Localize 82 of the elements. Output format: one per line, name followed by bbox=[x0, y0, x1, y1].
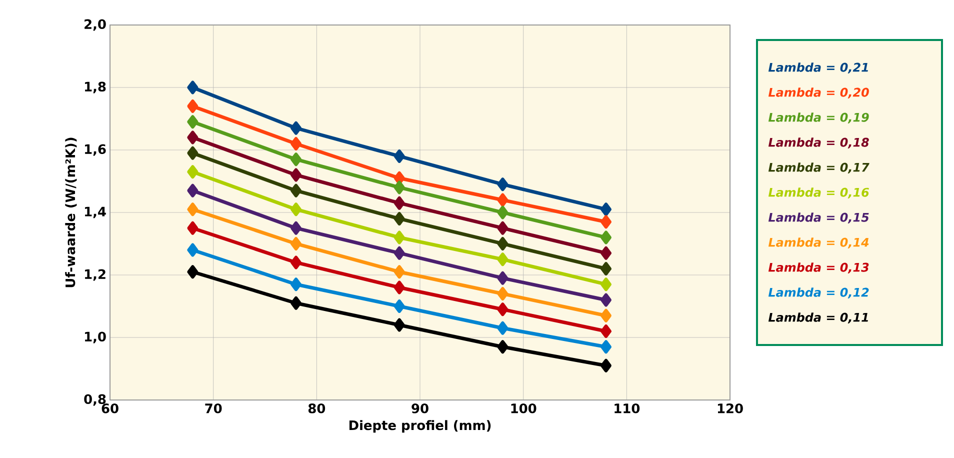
point bbox=[290, 184, 302, 198]
point bbox=[600, 324, 612, 338]
y-tick-label: 1,4 bbox=[85, 206, 106, 218]
point bbox=[290, 202, 302, 216]
point bbox=[497, 206, 508, 220]
point bbox=[600, 215, 612, 229]
y-tick-label: 1,6 bbox=[85, 144, 106, 156]
point bbox=[290, 256, 302, 270]
point bbox=[497, 252, 508, 266]
point bbox=[394, 212, 405, 226]
text: Lambda = 0,18 bbox=[768, 138, 869, 148]
x-tick-label: 60 bbox=[102, 404, 118, 414]
point bbox=[497, 193, 508, 207]
text: Lambda = 0,19 bbox=[768, 112, 869, 124]
point bbox=[497, 287, 508, 300]
point bbox=[187, 80, 198, 94]
x-tick-label: 120 bbox=[718, 404, 743, 414]
point bbox=[600, 358, 612, 372]
point bbox=[394, 280, 405, 294]
point bbox=[394, 265, 405, 279]
point bbox=[497, 178, 508, 192]
point bbox=[394, 300, 405, 313]
point bbox=[187, 184, 198, 198]
point bbox=[497, 340, 508, 354]
point bbox=[600, 308, 612, 322]
point bbox=[290, 221, 302, 235]
point bbox=[187, 265, 198, 279]
point bbox=[394, 180, 405, 194]
point bbox=[187, 221, 198, 235]
point bbox=[290, 237, 302, 250]
point bbox=[497, 321, 508, 335]
point bbox=[497, 237, 508, 250]
x-tick-label: 70 bbox=[205, 404, 222, 414]
point bbox=[290, 152, 302, 166]
point bbox=[394, 150, 405, 163]
text: Lambda = 0,21 bbox=[768, 62, 868, 74]
point bbox=[187, 100, 198, 113]
point bbox=[290, 121, 302, 135]
y-tick-label: 1,2 bbox=[85, 269, 106, 281]
x-tick-label: 100 bbox=[511, 404, 536, 414]
point bbox=[187, 115, 198, 129]
point bbox=[600, 262, 612, 276]
point bbox=[600, 293, 612, 307]
text: Lambda = 0,14 bbox=[768, 238, 869, 248]
point bbox=[394, 230, 405, 244]
point bbox=[497, 302, 508, 316]
point bbox=[600, 246, 612, 260]
point bbox=[600, 278, 612, 292]
text: Lambda = 0,11 bbox=[768, 312, 868, 324]
point bbox=[600, 340, 612, 354]
point bbox=[187, 243, 198, 257]
point bbox=[394, 246, 405, 260]
y-tick-label: 1,8 bbox=[85, 82, 106, 94]
point bbox=[187, 165, 198, 179]
point bbox=[600, 230, 612, 244]
text: Lambda = 0,16 bbox=[768, 188, 869, 198]
text: Lambda = 0,17 bbox=[768, 162, 870, 174]
point bbox=[394, 318, 405, 332]
point bbox=[187, 146, 198, 160]
point bbox=[290, 278, 302, 292]
point bbox=[290, 296, 302, 310]
point bbox=[600, 202, 612, 216]
text: Lambda = 0,13 bbox=[768, 262, 869, 274]
point bbox=[394, 171, 405, 185]
text: Lambda = 0,12 bbox=[768, 288, 869, 298]
point bbox=[187, 202, 198, 216]
x-tick-label: 80 bbox=[308, 404, 326, 414]
point bbox=[394, 196, 405, 210]
point bbox=[187, 130, 198, 144]
point bbox=[290, 137, 302, 150]
text: Lambda = 0,15 bbox=[768, 212, 869, 224]
x-tick-label: 90 bbox=[412, 404, 428, 414]
x-tick-label: 110 bbox=[614, 404, 640, 414]
y-tick-label: 0,8 bbox=[84, 394, 106, 406]
x-axis-title: Diepte profiel (mm) bbox=[349, 420, 491, 433]
text: Lambda = 0,20 bbox=[768, 88, 869, 98]
point bbox=[290, 168, 302, 182]
y-axis-title: Uf-waarde (W/(m²K)) bbox=[65, 138, 77, 288]
y-tick-label: 1,0 bbox=[85, 332, 106, 344]
y-tick-label: 2,0 bbox=[84, 19, 106, 31]
point bbox=[497, 271, 508, 285]
point bbox=[497, 221, 508, 235]
